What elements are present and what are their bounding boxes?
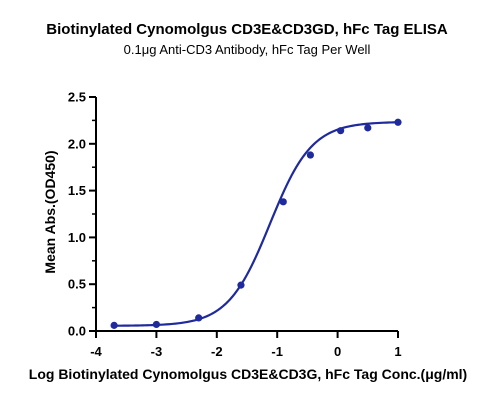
data-point <box>364 124 372 132</box>
y-tick-label: 2.0 <box>68 136 86 151</box>
x-axis: -4 -3 -2 -1 0 1 <box>90 330 402 359</box>
x-tick-label: -4 <box>90 344 102 359</box>
y-axis-label: Mean Abs.(OD450) <box>42 150 58 273</box>
data-point <box>279 198 287 206</box>
x-tick-label: -2 <box>211 344 223 359</box>
x-tick-label: 0 <box>334 344 341 359</box>
data-point <box>152 320 160 329</box>
chart-title: Biotinylated Cynomolgus CD3E&CD3GD, hFc … <box>46 21 448 38</box>
y-tick-label: 1.0 <box>68 230 86 245</box>
y-tick-label: 0.0 <box>68 324 86 339</box>
data-point <box>337 127 345 135</box>
y-tick-label: 2.5 <box>68 90 86 105</box>
y-axis: 0.0 0.5 1.0 1.5 2.0 2.5 <box>68 90 97 339</box>
x-tick-label: -3 <box>151 344 163 359</box>
data-point <box>306 151 315 159</box>
x-tick-label: 1 <box>394 344 401 359</box>
data-point <box>110 321 118 329</box>
fit-curve <box>114 121 399 327</box>
data-point <box>394 118 402 126</box>
y-tick-label: 0.5 <box>68 277 86 292</box>
x-tick-label: -1 <box>271 344 283 359</box>
y-tick-label: 1.5 <box>68 183 86 198</box>
data-point <box>195 314 203 322</box>
chart-subtitle: 0.1μg Anti-CD3 Antibody, hFc Tag Per Wel… <box>124 42 371 57</box>
data-point <box>237 281 245 289</box>
x-axis-label: Log Biotinylated Cynomolgus CD3E&CD3G, h… <box>29 366 467 382</box>
plot-area <box>110 118 402 329</box>
